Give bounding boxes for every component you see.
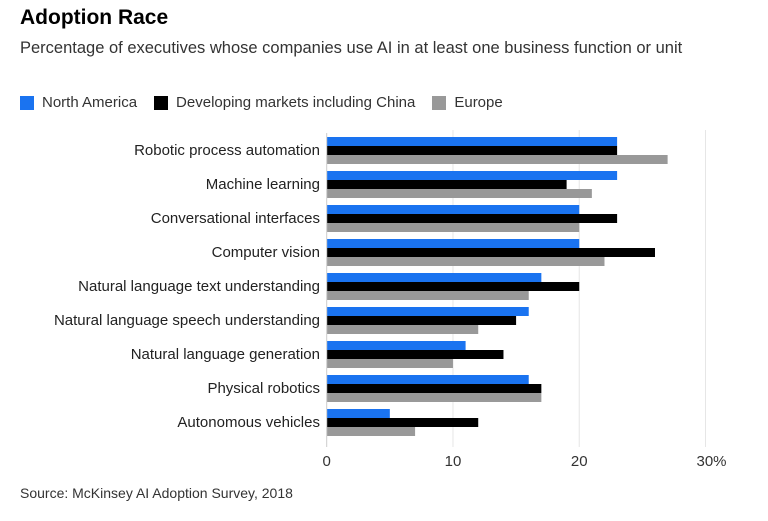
bar xyxy=(326,239,580,248)
category-label: Natural language speech understanding xyxy=(54,312,320,329)
x-tick-label: 20 xyxy=(571,453,588,470)
bar xyxy=(326,273,542,282)
bar xyxy=(326,359,453,368)
bar xyxy=(326,384,542,393)
category-label: Physical robotics xyxy=(207,380,320,397)
bar xyxy=(326,146,618,155)
category-label: Autonomous vehicles xyxy=(177,414,320,431)
chart-subtitle: Percentage of executives whose companies… xyxy=(20,39,683,57)
bar xyxy=(326,257,605,266)
bar xyxy=(326,282,580,291)
bar xyxy=(326,155,668,164)
bar xyxy=(326,409,390,418)
legend-item-developing-markets: Developing markets including China xyxy=(154,94,415,111)
legend-label: Europe xyxy=(454,94,503,111)
bar xyxy=(326,393,542,402)
x-tick-label: 30% xyxy=(696,453,726,470)
x-tick-label: 10 xyxy=(445,453,462,470)
legend: North America Developing markets includi… xyxy=(20,94,520,111)
category-label: Computer vision xyxy=(212,244,320,261)
bar xyxy=(326,189,592,198)
category-label: Conversational interfaces xyxy=(151,210,320,227)
bar xyxy=(326,307,529,316)
bar xyxy=(326,180,567,189)
legend-swatch xyxy=(154,95,169,110)
legend-swatch xyxy=(432,95,447,110)
bar xyxy=(326,205,580,214)
bar xyxy=(326,291,529,300)
bar xyxy=(326,171,618,180)
bar xyxy=(326,418,479,427)
source-note: Source: McKinsey AI Adoption Survey, 201… xyxy=(20,485,293,501)
bar xyxy=(326,137,618,146)
category-label: Natural language generation xyxy=(131,346,320,363)
legend-swatch xyxy=(20,95,34,110)
bar xyxy=(326,341,466,350)
category-label: Natural language text understanding xyxy=(78,278,320,295)
bar xyxy=(326,214,618,223)
bar xyxy=(326,223,580,232)
bar xyxy=(326,350,504,359)
bar xyxy=(326,427,416,436)
bar xyxy=(326,248,655,257)
legend-item-europe: Europe xyxy=(432,94,503,111)
legend-label: Developing markets including China xyxy=(176,94,416,111)
bar xyxy=(326,375,529,384)
chart-title: Adoption Race xyxy=(20,6,169,29)
legend-item-north-america: North America xyxy=(20,94,137,111)
bar xyxy=(326,316,517,325)
bar xyxy=(326,325,479,334)
category-label: Machine learning xyxy=(206,176,320,193)
x-tick-label: 0 xyxy=(323,453,331,470)
legend-label: North America xyxy=(42,94,138,111)
category-label: Robotic process automation xyxy=(134,142,320,159)
